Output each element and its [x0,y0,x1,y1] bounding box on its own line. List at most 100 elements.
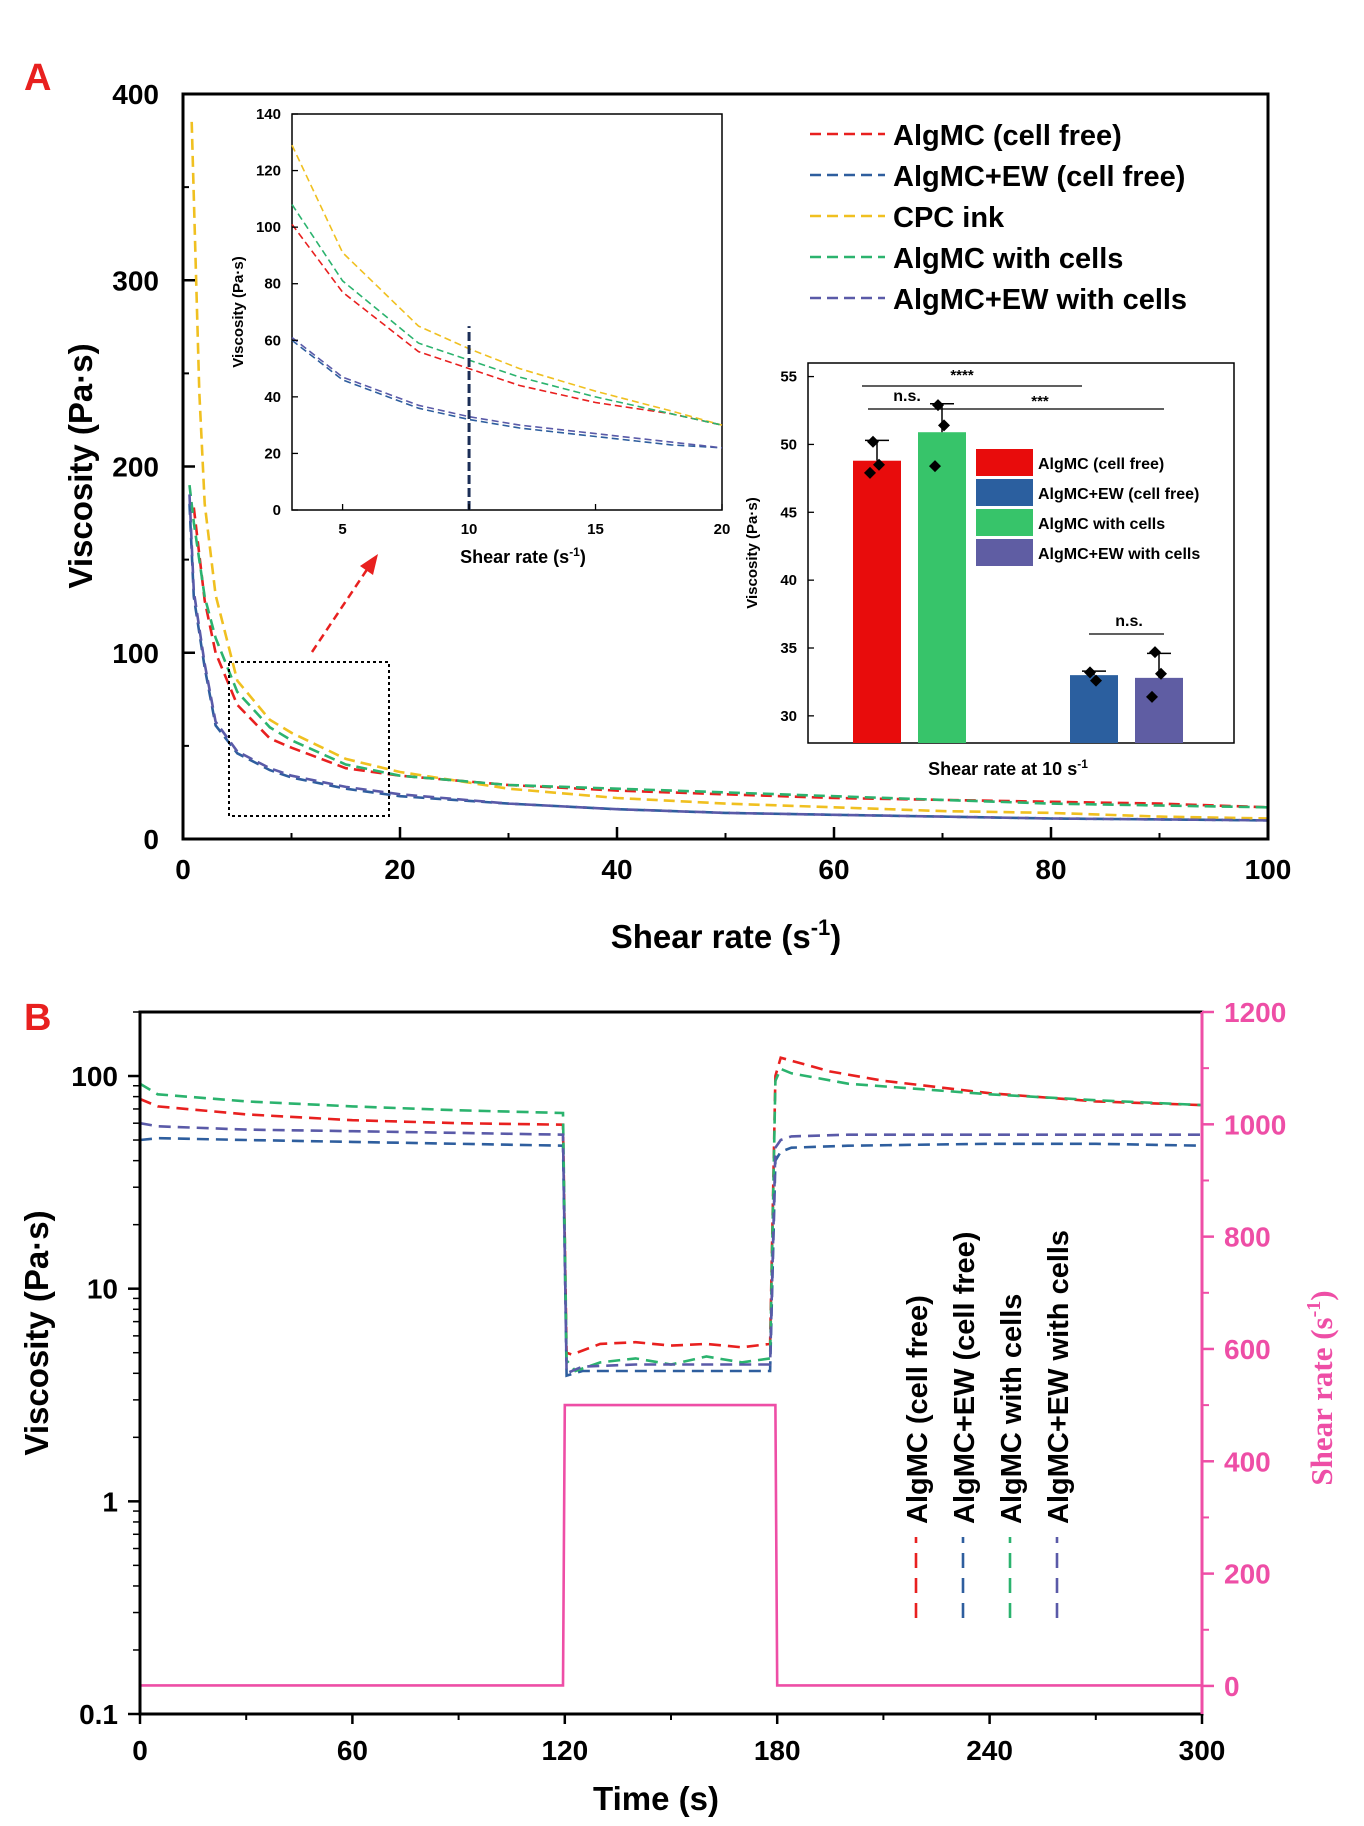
inset-bar-data-point [1084,666,1096,679]
inset-line-x-tick-label: 20 [714,521,731,538]
inset-line-algmc-ew-cell-free [291,339,723,449]
inset-bar-legend-swatch [976,449,1033,476]
inset-line-x-axis-label-sup: -1 [569,545,580,559]
panel-a-legend-label: CPC ink [893,202,1005,234]
inset-line-algmc-ew-with-cells [291,336,723,449]
inset-bar-significance: **** n.s. *** n.s. [862,367,1164,635]
panel-b-x-axis-label: Time (s) [593,1780,719,1817]
panel-a-x-tick-label: 80 [1035,854,1066,885]
panel-b-series [139,1056,1203,1378]
panel-a-x-tick-label: 100 [1245,854,1292,885]
panel-b-y2-tick-label: 400 [1224,1446,1271,1477]
panel-b-x-tick-label: 180 [754,1735,801,1766]
inset-bar-data-point [938,419,950,432]
panel-b-ticks: 0 60 120 180 240 3000.11101000200400600800100… [71,997,1286,1766]
inset-bar-y-tick-label: 45 [780,504,797,521]
panel-b-line-algmc-cell-free [139,1056,1203,1356]
inset-line-y-tick-label: 120 [256,163,281,180]
panel-b-legend: AlgMC (cell free) AlgMC+EW (cell free) Alg… [902,1230,1075,1618]
panel-b-y2-axis-label: Shear rate (s-1) [1303,1290,1339,1485]
inset-bar-legend-label: AlgMC+EW (cell free) [1038,486,1199,503]
inset-line-y-tick-label: 0 [273,502,281,519]
inset-line-series [291,144,723,510]
inset-line-y-tick-label: 80 [264,276,281,293]
panel-a-y-tick-label: 300 [112,265,159,296]
panel-a-y-tick-label: 100 [112,638,159,669]
panel-a-line-algmc-ew-with-cells [188,494,1269,822]
panel-b-y-tick-label: 100 [71,1061,118,1092]
inset-line-chart: 5 10 15 20 0 20 40 60 80 100 120 140 Viscosity (Pa·… [230,106,730,567]
panel-a-x-axis-label-sup: -1 [811,915,831,940]
inset-bar-x-axis-label-main: Shear rate at 10 s [928,759,1077,779]
zoom-region-box [228,661,390,817]
inset-bar-data-point [932,399,944,412]
panel-b-y2-axis-label-close: ) [1304,1290,1339,1300]
panel-b-x-tick-label: 0 [132,1735,148,1766]
panel-a-series [188,121,1269,822]
panel-b-x-tick-label: 120 [541,1735,588,1766]
inset-bar-y-tick-label: 55 [780,369,797,386]
inset-line-algmc-cell-free [291,223,723,426]
inset-line-algmc-with-cells [291,204,723,426]
panel-b-legend-label: AlgMC+EW with cells [1043,1230,1075,1524]
inset-bar-data-point [1146,690,1158,703]
panel-b-y-tick-label: 1 [102,1486,118,1517]
inset-line-x-tick-label: 5 [338,521,346,538]
inset-line-y-tick-label: 140 [256,106,281,123]
inset-bar-legend-label: AlgMC+EW with cells [1038,546,1200,563]
panel-a-legend-label: AlgMC (cell free) [893,120,1122,152]
panel-b-line-algmc-ew-cell-free [139,1136,1203,1378]
panel-a-x-tick-label: 40 [601,854,632,885]
inset-line-y-axis-label: Viscosity (Pa·s) [230,256,247,367]
inset-line-y-tick-label: 60 [264,332,281,349]
panel-b: B 0 60 120 180 240 3000.111010002004006008001… [18,997,1339,1817]
inset-line-y-tick-label: 40 [264,389,281,406]
inset-bar-algmc-ew-with-cells [1135,677,1183,743]
panel-a-legend-label: AlgMC+EW with cells [893,284,1187,316]
inset-bar-data-point [867,435,879,448]
inset-bar-x-axis-label: Shear rate at 10 s-1 [928,757,1088,779]
panel-a-legend-label: AlgMC with cells [893,243,1123,275]
inset-line-x-tick-label: 15 [587,521,604,538]
sig-left-ns: n.s. [893,388,921,405]
inset-bar-algmc-cell-free [853,460,901,743]
panel-a-y-tick-label: 0 [143,824,159,855]
sig-mid-stars: *** [1031,393,1049,410]
inset-line-frame [291,113,723,511]
panel-a-legend: AlgMC (cell free) AlgMC+EW (cell free) CPC… [810,120,1187,316]
inset-line-y-tick-label: 20 [264,445,281,462]
inset-bar-y-tick-label: 30 [780,708,797,725]
panel-b-x-tick-label: 240 [966,1735,1013,1766]
inset-line-y-tick-label: 100 [256,219,281,236]
inset-bar-y-tick-label: 50 [780,436,797,453]
inset-bar-legend-label: AlgMC (cell free) [1038,456,1164,473]
panel-a-y-axis-label: Viscosity (Pa·s) [62,343,99,588]
panel-b-y2-axis-label-main: Shear rate (s [1304,1317,1339,1485]
panel-b-legend-label: AlgMC (cell free) [902,1295,934,1524]
sig-top-stars: **** [950,367,974,384]
panel-b-label: B [24,997,51,1039]
panel-b-x-tick-label: 60 [337,1735,368,1766]
panel-b-line-algmc-ew-with-cells [139,1121,1202,1376]
panel-b-y2-tick-label: 200 [1224,1559,1271,1590]
panel-a-line-algmc-with-cells [188,484,1269,809]
zoom-arrow-head [360,554,378,575]
inset-line-x-axis-label-close: ) [580,547,586,567]
inset-line-x-axis-label-main: Shear rate (s [460,547,569,567]
inset-bar-y-axis-label: Viscosity (Pa·s) [744,497,761,608]
inset-bar-data-point [873,458,885,471]
panel-a-legend-label: AlgMC+EW (cell free) [893,161,1185,193]
panel-a-y-tick-label: 400 [112,79,159,110]
inset-bar-data-point [929,460,941,473]
inset-bar-y-tick-label: 40 [780,572,797,589]
inset-bar-data-point [1155,667,1167,680]
inset-bar-data-point [1090,674,1102,687]
inset-bar-x-axis-label-sup: -1 [1077,757,1088,771]
inset-bar-data-point [1149,646,1161,659]
panel-b-line-shear-rate [140,1403,1202,1687]
inset-bar-legend-swatch [976,509,1033,536]
panel-a-x-tick-label: 20 [384,854,415,885]
inset-bar-algmc-ew-cell-free [1070,675,1118,743]
